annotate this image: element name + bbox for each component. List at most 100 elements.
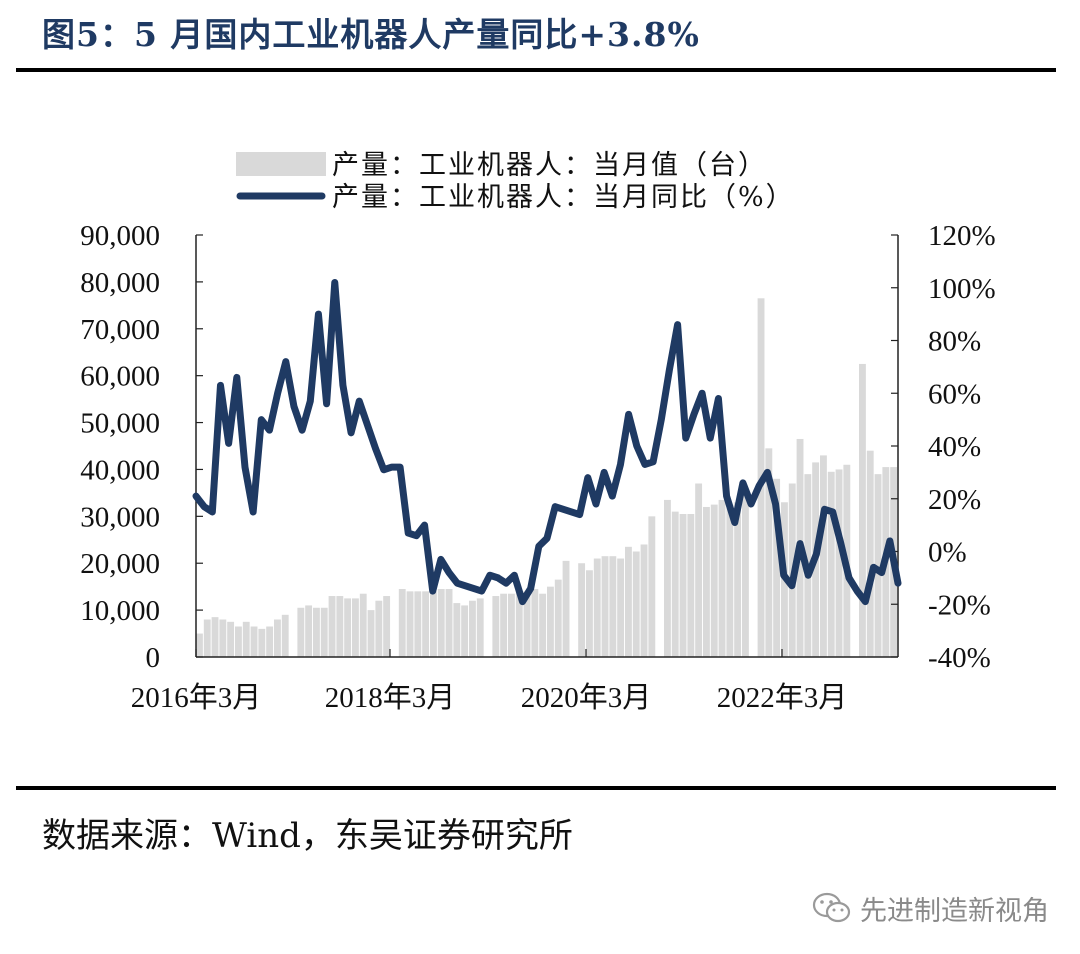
bar bbox=[492, 596, 500, 657]
bar bbox=[765, 448, 773, 657]
bar bbox=[297, 607, 305, 657]
left-tick-label: 30,000 bbox=[80, 501, 160, 533]
bar bbox=[336, 596, 344, 657]
bar bbox=[430, 591, 437, 657]
bar bbox=[500, 593, 508, 657]
bar bbox=[274, 619, 281, 657]
bar bbox=[367, 610, 375, 657]
bar bbox=[476, 598, 484, 657]
bar bbox=[726, 504, 734, 657]
bar bbox=[258, 628, 266, 657]
bar bbox=[196, 633, 203, 657]
bar bbox=[703, 506, 710, 657]
watermark: 先进制造新视角 bbox=[812, 888, 1049, 928]
left-tick-label: 20,000 bbox=[80, 548, 160, 580]
chart-legend: 产量：工业机器人：当月值（台）产量：工业机器人：当月同比（%） bbox=[236, 150, 795, 213]
legend-label: 产量：工业机器人：当月同比（%） bbox=[332, 182, 795, 213]
left-tick-label: 0 bbox=[146, 642, 161, 674]
bar-series bbox=[196, 298, 898, 657]
bar bbox=[687, 513, 695, 657]
x-tick-label: 2018年3月 bbox=[325, 681, 456, 714]
right-tick-label: -40% bbox=[928, 642, 991, 674]
bar bbox=[414, 591, 422, 657]
bar bbox=[320, 607, 328, 657]
bar bbox=[866, 450, 874, 657]
bar bbox=[375, 600, 383, 657]
bar bbox=[547, 586, 554, 657]
bar bbox=[461, 605, 469, 657]
bar bbox=[453, 603, 461, 657]
bar bbox=[523, 591, 531, 657]
bar bbox=[820, 455, 827, 657]
bar bbox=[640, 544, 648, 657]
x-tick-label: 2020年3月 bbox=[521, 681, 652, 714]
left-tick-label: 80,000 bbox=[80, 267, 160, 299]
bar bbox=[609, 556, 617, 657]
left-tick-label: 10,000 bbox=[80, 595, 160, 627]
right-tick-label: 0% bbox=[928, 537, 967, 569]
bar bbox=[632, 551, 640, 657]
bar bbox=[328, 596, 336, 657]
bar bbox=[718, 499, 726, 657]
bar bbox=[383, 596, 391, 657]
x-tick-label: 2022年3月 bbox=[717, 681, 848, 714]
bar bbox=[211, 617, 219, 657]
bar bbox=[593, 558, 601, 657]
tick-labels: 0 10,000 20,000 30,000 40,000 50,000 60,000 70,… bbox=[80, 220, 995, 714]
left-tick-label: 70,000 bbox=[80, 314, 160, 346]
bar bbox=[835, 469, 843, 657]
bar bbox=[710, 504, 718, 657]
bar bbox=[648, 516, 656, 657]
legend-label: 产量：工业机器人：当月值（台） bbox=[332, 150, 767, 181]
axes bbox=[195, 234, 899, 658]
bar bbox=[281, 614, 289, 657]
bar bbox=[227, 621, 235, 657]
bar bbox=[398, 589, 406, 657]
right-tick-label: 80% bbox=[928, 326, 981, 358]
bar bbox=[508, 593, 515, 657]
bar bbox=[601, 556, 609, 657]
bar bbox=[515, 591, 523, 657]
bar bbox=[578, 563, 586, 657]
bar bbox=[344, 598, 352, 657]
bar bbox=[554, 579, 562, 657]
chart: 产量：工业机器人：当月值（台）产量：工业机器人：当月同比（%） 0 10,000 2… bbox=[80, 150, 995, 714]
bar bbox=[874, 474, 882, 657]
right-tick-label: 100% bbox=[928, 273, 996, 305]
bar bbox=[352, 598, 359, 657]
top-rule bbox=[16, 68, 1056, 72]
bar bbox=[827, 471, 835, 657]
bar bbox=[437, 589, 445, 657]
right-tick-label: 120% bbox=[928, 220, 996, 252]
left-tick-label: 40,000 bbox=[80, 454, 160, 486]
bar bbox=[586, 570, 593, 657]
bar bbox=[203, 619, 211, 657]
bar bbox=[671, 511, 679, 657]
bottom-rule bbox=[16, 786, 1056, 790]
legend-bar-swatch bbox=[236, 152, 326, 176]
bar bbox=[235, 626, 242, 657]
left-tick-label: 50,000 bbox=[80, 408, 160, 440]
right-tick-label: 60% bbox=[928, 378, 981, 410]
bar bbox=[359, 593, 367, 657]
bar bbox=[664, 499, 671, 657]
right-tick-label: 20% bbox=[928, 484, 981, 516]
bar bbox=[679, 513, 687, 657]
line-series bbox=[192, 278, 902, 606]
bar bbox=[531, 589, 539, 657]
bar bbox=[266, 626, 274, 657]
left-tick-label: 90,000 bbox=[80, 220, 160, 252]
wechat-icon bbox=[812, 892, 851, 923]
yoy-line bbox=[192, 278, 902, 606]
right-tick-label: -20% bbox=[928, 589, 991, 621]
x-tick-label: 2016年3月 bbox=[131, 681, 262, 714]
bar bbox=[695, 483, 703, 657]
figure-title: 图5：5 月国内工业机器人产量同比+3.8% bbox=[42, 15, 700, 54]
bar bbox=[469, 600, 476, 657]
bar bbox=[742, 492, 749, 657]
source-note: 数据来源：Wind，东吴证券研究所 bbox=[42, 816, 573, 856]
bar bbox=[617, 558, 625, 657]
bar bbox=[406, 591, 414, 657]
bar bbox=[773, 478, 781, 657]
bar bbox=[859, 363, 866, 657]
